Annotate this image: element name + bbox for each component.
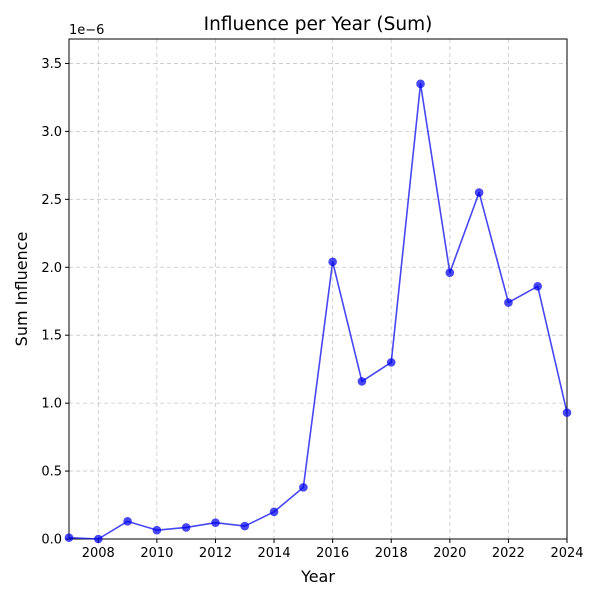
y-axis-label: Sum Influence: [12, 232, 31, 347]
data-point: [299, 483, 308, 492]
x-tick-label: 2016: [316, 546, 349, 561]
x-tick-label: 2020: [433, 546, 466, 561]
data-point: [123, 517, 132, 526]
y-axis-offset-label: 1e−6: [69, 23, 104, 38]
x-tick-label: 2024: [550, 546, 583, 561]
x-axis-label: Year: [300, 567, 335, 586]
x-tick-label: 2018: [375, 546, 408, 561]
x-tick-label: 2014: [258, 546, 291, 561]
data-point: [357, 377, 367, 386]
data-point: [181, 523, 191, 532]
data-point: [416, 79, 425, 89]
x-tick-label: 2010: [140, 546, 173, 561]
data-point: [533, 281, 543, 291]
axis-ticks: 2008 2010 2012 2014 2016 2018 2020 2022 2024 0.0 0…: [41, 57, 583, 561]
data-point: [445, 268, 455, 277]
y-tick-label: 2.5: [41, 193, 62, 208]
data-point: [386, 358, 396, 367]
y-tick-label: 1.0: [41, 397, 62, 412]
y-tick-label: 3.0: [41, 125, 62, 140]
data-point: [152, 525, 162, 535]
data-point: [211, 518, 220, 527]
y-tick-label: 1.5: [41, 329, 62, 344]
series-line: [68, 83, 568, 540]
data-point: [269, 507, 279, 517]
data-series: [64, 79, 572, 544]
data-point: [240, 521, 250, 531]
x-tick-label: 2012: [199, 546, 232, 561]
data-point: [474, 188, 484, 197]
x-tick-label: 2008: [82, 546, 115, 561]
y-tick-label: 0.5: [41, 465, 62, 480]
grid-lines: [69, 39, 568, 540]
x-tick-label: 2022: [492, 546, 525, 561]
data-point: [93, 534, 103, 544]
plot-frame: [68, 38, 568, 540]
data-point: [64, 533, 74, 542]
y-tick-label: 0.0: [41, 533, 62, 548]
data-point: [504, 298, 513, 307]
y-tick-label: 3.5: [41, 57, 62, 72]
data-point: [328, 257, 337, 267]
data-point: [562, 408, 572, 417]
y-tick-label: 2.0: [41, 261, 62, 276]
chart-title: Influence per Year (Sum): [204, 14, 433, 35]
